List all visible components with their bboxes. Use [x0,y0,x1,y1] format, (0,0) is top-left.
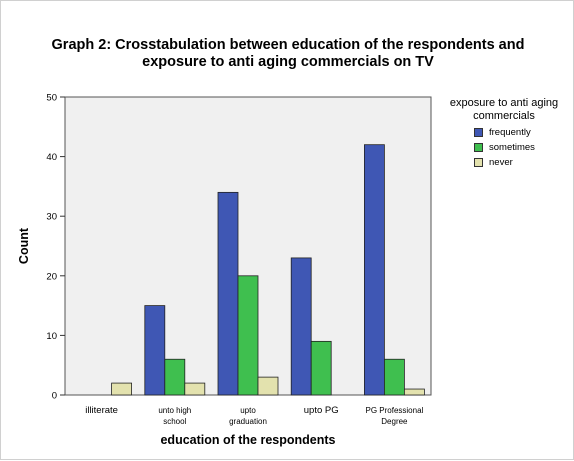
bar-never-2 [257,376,279,396]
x-axis-label: education of the respondents [160,433,335,447]
legend-item-sometimes: sometimes [474,140,570,155]
x-tick-label-line: Degree [381,417,408,426]
x-tick-label: upto graduation [229,406,267,426]
legend-swatch [474,143,483,152]
y-axis: 0 10 20 30 40 50 [46,93,65,402]
bar-sometimes-2 [237,275,259,396]
x-tick-label: PG Professional Degree [365,406,423,426]
chart-title: Graph 2: Crosstabulation between educati… [51,37,525,70]
bar-frequently-4 [363,144,385,396]
legend-swatch [474,128,483,137]
y-tick-label: 50 [46,93,57,104]
bar-frequently-3 [290,257,312,396]
bars [111,144,425,396]
x-tick-label: illiterate [85,405,118,416]
legend-item-never: never [474,155,570,170]
legend: exposure to anti aging commercials frequ… [438,97,570,170]
bar-never-0 [111,382,132,396]
bar-frequently-2 [217,191,239,396]
x-tick-label-line: unto high [158,406,191,415]
y-tick-label: 40 [46,152,57,163]
x-tick-label: upto PG [304,405,339,416]
bar-frequently-1 [144,305,166,396]
x-tick-label-line: graduation [229,417,267,426]
legend-label: sometimes [489,142,535,153]
legend-item-frequently: frequently [474,125,570,140]
x-tick-label-line: PG Professional [365,406,423,415]
x-tick-label-line: illiterate [85,405,118,416]
bar-sometimes-1 [164,358,186,396]
legend-swatch [474,158,483,167]
x-tick-label-line: upto PG [304,405,339,416]
x-tick-label-line: upto [240,406,256,415]
legend-label: never [489,157,513,168]
y-axis-label: Count [17,227,31,264]
y-tick-label: 10 [46,331,57,342]
x-tick-label-line: school [163,417,186,426]
y-tick-label: 0 [52,391,57,402]
legend-title: exposure to anti aging commercials [449,97,559,122]
bar-never-1 [184,382,206,396]
x-tick-label: unto high school [158,406,191,426]
legend-items: frequently sometimes never [438,125,570,170]
bar-never-4 [403,388,425,396]
y-tick-label: 20 [46,271,57,282]
bar-sometimes-4 [383,358,405,396]
legend-label: frequently [489,127,531,138]
bar-sometimes-3 [310,340,332,396]
y-tick-label: 30 [46,212,57,223]
